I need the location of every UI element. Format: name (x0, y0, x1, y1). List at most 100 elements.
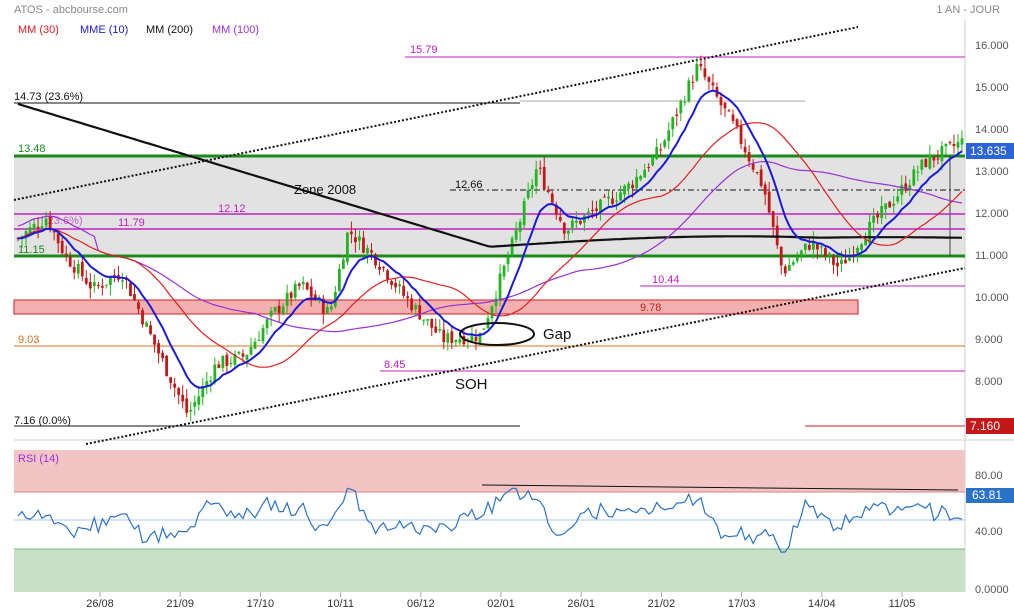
candle-body (141, 310, 144, 325)
candle-body (667, 130, 671, 142)
candle-body (157, 343, 160, 354)
candle-body (241, 353, 245, 357)
candle-body (313, 294, 317, 300)
candle-body (100, 285, 104, 288)
candle-body (771, 211, 775, 227)
last-price-label: 13.635 (970, 144, 1007, 158)
candle-body (908, 185, 912, 191)
candle-body (382, 266, 385, 269)
candle-body (277, 305, 281, 313)
candle-body (60, 240, 64, 254)
x-tick-label: 17/03 (728, 598, 756, 610)
candle-body (249, 347, 253, 355)
candle-body (755, 172, 759, 174)
annotation-gap: Gap (543, 326, 571, 343)
candle-body (538, 167, 542, 169)
candle-body (233, 354, 237, 365)
candle-body (643, 169, 647, 178)
candle-body (558, 217, 562, 221)
candle-body (205, 381, 209, 387)
candle-body (948, 142, 952, 144)
candle-body (751, 162, 755, 170)
candle-body (422, 319, 426, 321)
candle-body (185, 398, 189, 413)
candle-body (876, 213, 880, 218)
candle-body (807, 245, 811, 250)
candle-body (133, 293, 136, 300)
candle-body (52, 230, 56, 233)
candle-body (611, 198, 614, 204)
rsi-last-label: 63.81 (972, 488, 1002, 502)
candle-body (900, 184, 904, 195)
price-axis: 16.000 15.000 14.000 13.000 12.000 11.000 10.0… (975, 40, 1009, 388)
low-price-label: 7.160 (970, 419, 1000, 433)
candle-body (406, 296, 410, 299)
candle-body (518, 221, 522, 232)
candle-body (482, 328, 486, 330)
candle-body (787, 264, 791, 271)
candle-body (458, 339, 462, 343)
moving-averages-group (17, 89, 963, 389)
candle-body (341, 259, 345, 270)
candle-body (627, 183, 630, 189)
candle-body (269, 310, 273, 317)
price-tick-label: 8.000 (975, 376, 1003, 388)
candle-body (96, 285, 100, 287)
candle-body (68, 256, 72, 267)
x-tick-label: 17/10 (247, 598, 275, 610)
rsi-divergence-line (481, 484, 959, 491)
candle-body (928, 154, 932, 169)
candle-body (651, 156, 655, 166)
level-label-9-78: 9.78 (640, 302, 661, 314)
candle-body (374, 254, 377, 266)
candle-body (860, 244, 863, 250)
gap-ellipse (459, 322, 535, 346)
candle-body (655, 147, 659, 160)
x-tick-label: 10/11 (327, 598, 354, 610)
candle-body (960, 138, 964, 145)
candle-body (916, 171, 920, 173)
candle-body (430, 318, 434, 328)
candle-body (121, 280, 124, 282)
level-label-9-03: 9.03 (18, 334, 39, 346)
candle-body (775, 225, 779, 246)
candle-body (438, 328, 442, 331)
candle-body (149, 325, 152, 335)
price-tick-label: 11.000 (975, 250, 1008, 262)
candle-body (92, 282, 96, 287)
candle-body (454, 340, 458, 343)
candle-body (56, 233, 60, 244)
candle-body (836, 262, 839, 267)
zone-2008-box (14, 156, 965, 256)
candle-body (309, 286, 313, 297)
candle-body (635, 177, 639, 189)
level-label-23-6: (23.6%) (44, 215, 83, 227)
candle-body (506, 257, 510, 265)
low-price-box (966, 418, 1014, 434)
candle-body (72, 267, 76, 273)
candle-body (932, 156, 936, 161)
candle-body (490, 306, 494, 319)
candle-body (426, 319, 430, 321)
candle-body (683, 101, 687, 103)
candle-body (574, 220, 578, 223)
candle-body (498, 273, 502, 300)
candle-body (824, 248, 827, 257)
candle-body (783, 266, 787, 274)
candle-body (237, 351, 241, 354)
rsi-tick-0: 0.0000 (975, 584, 1009, 596)
candle-body (562, 222, 566, 234)
candle-body (711, 82, 715, 86)
candle-body (671, 117, 675, 130)
candle-body (940, 146, 944, 162)
candle-body (197, 396, 201, 405)
candle-body (217, 364, 221, 369)
candle-body (731, 114, 735, 121)
candle-body (225, 354, 229, 366)
candle-body (209, 380, 213, 382)
candle-body (24, 231, 28, 237)
level-label-11-79: 11.79 (118, 217, 145, 229)
candle-body (76, 263, 80, 274)
candle-body (815, 243, 819, 250)
